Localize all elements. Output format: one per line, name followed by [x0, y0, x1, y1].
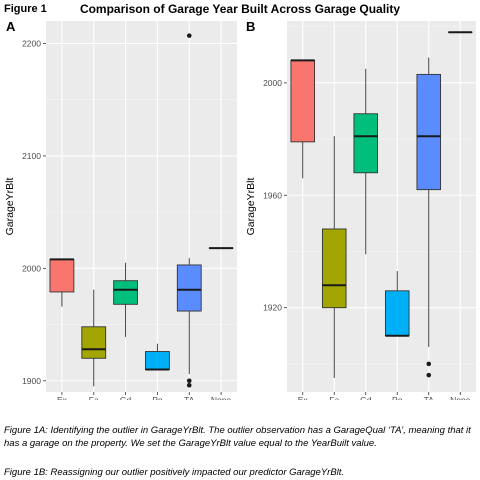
- figure-label: Figure 1: [4, 3, 47, 15]
- panel-background: [46, 21, 237, 392]
- outlier-point: [186, 33, 192, 38]
- box-gd: [353, 113, 379, 174]
- outlier-point: [186, 378, 192, 384]
- y-tick-label: 2100: [22, 151, 41, 161]
- x-tick-label: Po: [152, 395, 163, 400]
- box-ta: [416, 73, 442, 191]
- panel-b: B192019602000ExFaGdPoTANoneGarageQualGar…: [245, 19, 476, 400]
- box-po: [384, 290, 410, 337]
- box-fa: [321, 228, 347, 309]
- x-tick-label: Ex: [298, 395, 309, 400]
- panel-background: [287, 21, 476, 392]
- figure-svg: Figure 1 Comparison of Garage Year Built…: [4, 2, 476, 400]
- box-ex: [290, 59, 316, 143]
- y-tick-label: 1900: [22, 376, 41, 386]
- y-axis-title: GarageYrBlt: [245, 178, 257, 236]
- y-tick-label: 1920: [263, 303, 282, 313]
- box-po: [145, 351, 170, 370]
- y-tick-label: 2200: [22, 38, 41, 48]
- y-tick-label: 2000: [22, 263, 41, 273]
- x-tick-label: TA: [184, 395, 195, 400]
- x-tick-label: TA: [424, 395, 435, 400]
- panel-label: A: [6, 19, 16, 34]
- outlier-point: [426, 372, 432, 378]
- box-gd: [113, 280, 138, 305]
- x-tick-label: None: [450, 395, 471, 400]
- box-fa: [81, 326, 107, 359]
- x-tick-label: Gd: [360, 395, 372, 400]
- x-tick-label: Gd: [120, 395, 132, 400]
- y-tick-label: 2000: [263, 78, 282, 88]
- x-tick-label: Fa: [329, 395, 339, 400]
- panel-label: B: [246, 19, 255, 34]
- outlier-point: [186, 382, 192, 388]
- x-tick-label: Fa: [89, 395, 99, 400]
- x-tick-label: Ex: [57, 395, 68, 400]
- outlier-point: [426, 361, 432, 367]
- x-tick-label: Po: [392, 395, 403, 400]
- chart-title: Comparison of Garage Year Built Across G…: [80, 2, 400, 16]
- box-ta: [176, 264, 202, 312]
- y-axis-title: GarageYrBlt: [4, 178, 16, 236]
- y-tick-label: 1960: [263, 190, 282, 200]
- box-ex: [49, 258, 75, 293]
- x-tick-label: None: [211, 395, 232, 400]
- caption-b: Figure 1B: Reassigning our outlier posit…: [4, 467, 345, 478]
- panel-a: A1900200021002200ExFaGdPoTANoneGarageQua…: [4, 19, 237, 400]
- caption-a: Figure 1A: Identifying the outlier in Ga…: [4, 425, 471, 449]
